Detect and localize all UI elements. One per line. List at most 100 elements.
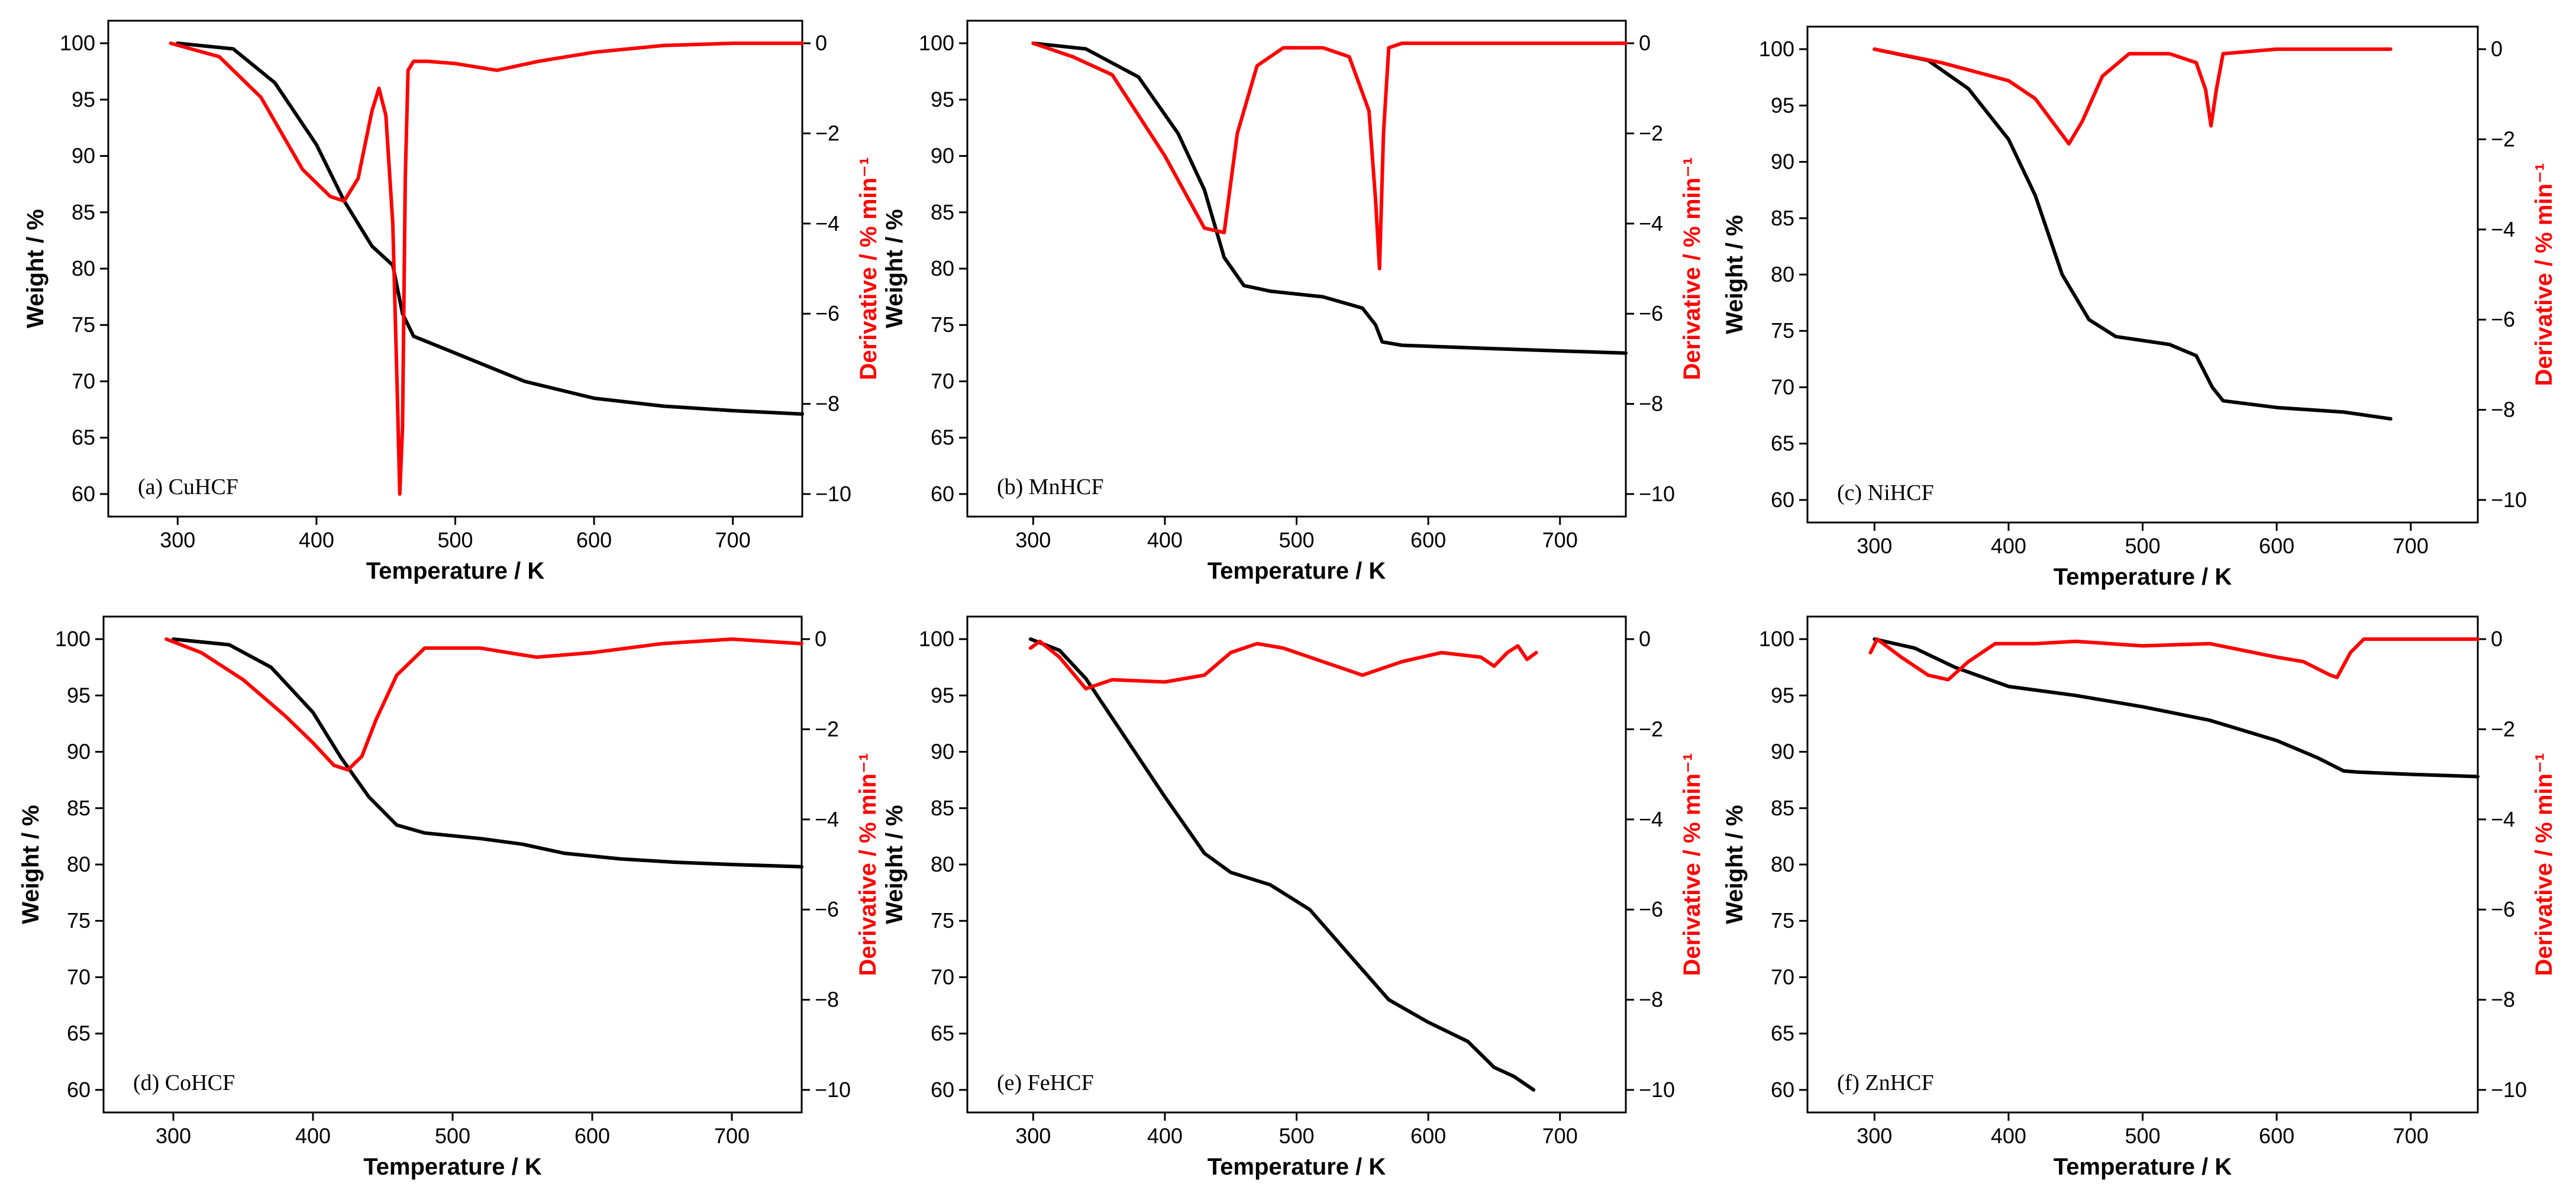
x-tick-label: 400: [295, 1124, 331, 1148]
x-tick-label: 500: [435, 1124, 470, 1148]
y-tick-label: 70: [931, 369, 954, 393]
y-tick-label: 90: [72, 144, 95, 168]
y-tick-label: 90: [1771, 150, 1794, 174]
y2-tick-label: −6: [815, 301, 840, 325]
y-tick-label: 95: [931, 87, 954, 111]
panel-c: 300 400 500 600 700 60 65 70 75 80 85 90 95 100 −10 −8 −…: [1722, 25, 2557, 590]
y-tick-label: 60: [72, 482, 95, 506]
y-tick-label: 65: [1771, 1021, 1794, 1046]
y-tick-label: 100: [919, 627, 954, 651]
plot-frame: [1806, 25, 2479, 524]
y-tick-label: 95: [931, 683, 954, 707]
x-tick-label: 300: [1857, 534, 1892, 558]
x-tick-label: 600: [1410, 1124, 1446, 1148]
weight-series-line: [1028, 637, 1536, 1092]
x-tick-label: 500: [1279, 528, 1314, 552]
y-tick-label: 85: [72, 200, 95, 224]
x-tick-label: 700: [1542, 528, 1578, 552]
y-tick-label: 80: [67, 852, 91, 876]
y2-tick-label: −4: [815, 807, 839, 831]
panel-d: 300 400 500 600 700 60 65 70 75 80 85 90 95 100 −10 −8 −…: [18, 615, 881, 1180]
x-tick-label: 400: [1991, 1124, 2026, 1148]
y-axis-title: Weight / %: [882, 805, 908, 924]
y2-tick-label: −8: [2491, 988, 2515, 1012]
y2-axis-title: Derivative / % min⁻¹: [1679, 157, 1705, 380]
y-tick-label: 65: [67, 1021, 91, 1046]
weight-series-line: [1873, 637, 2480, 779]
x-axis-title: Temperature / K: [2054, 564, 2232, 590]
y2-axis-title: Derivative / % min⁻¹: [2531, 163, 2557, 386]
x-tick-label: 300: [1857, 1124, 1892, 1148]
y-tick-label: 80: [931, 852, 954, 876]
x-tick-label: 400: [1147, 1124, 1183, 1148]
x-tick-label: 300: [1015, 1124, 1051, 1148]
y-tick-label: 100: [55, 627, 91, 651]
y-tick-label: 70: [1771, 375, 1794, 399]
y-tick-label: 80: [1771, 852, 1794, 876]
plot-frame: [1806, 615, 2479, 1114]
y2-tick-label: −10: [815, 482, 851, 506]
y-axis-title: Weight / %: [18, 805, 44, 924]
x-tick-label: 600: [2259, 534, 2294, 558]
y-tick-label: 80: [72, 256, 95, 280]
panel-a: 300 400 500 600 700 60 65 70 75 80 85 90 95 100 −10 −8 −…: [22, 20, 882, 584]
plot-frame: [107, 20, 803, 518]
x-tick-label: 700: [2393, 1124, 2429, 1148]
y-tick-label: 90: [931, 144, 954, 168]
x-tick-label: 500: [2125, 1124, 2160, 1148]
x-axis-title: Temperature / K: [1208, 558, 1386, 584]
y2-tick-label: 0: [815, 627, 827, 651]
x-tick-label: 500: [437, 528, 473, 552]
y-tick-label: 100: [60, 31, 95, 55]
y2-tick-label: −10: [2491, 488, 2527, 512]
y2-tick-label: −8: [2491, 398, 2515, 422]
y2-tick-label: 0: [1639, 31, 1651, 55]
derivative-series-line: [1028, 639, 1538, 691]
y2-axis-title: Derivative / % min⁻¹: [856, 157, 882, 380]
y-tick-label: 70: [72, 369, 95, 393]
y-tick-label: 85: [67, 796, 91, 820]
plot-frame: [966, 615, 1627, 1114]
panel-label: (d) CoHCF: [133, 1070, 235, 1095]
panel-label: (c) NiHCF: [1837, 480, 1934, 505]
weight-series-line: [1031, 41, 1628, 355]
y2-tick-label: −2: [815, 121, 840, 145]
y2-tick-label: −6: [1639, 301, 1663, 325]
y2-tick-label: 0: [2491, 627, 2503, 651]
y-tick-label: 60: [67, 1078, 91, 1102]
y2-tick-label: −6: [815, 897, 839, 921]
x-tick-label: 600: [1410, 528, 1446, 552]
x-tick-label: 700: [1542, 1124, 1578, 1148]
x-tick-label: 300: [160, 528, 195, 552]
y-tick-label: 75: [931, 312, 954, 337]
y2-tick-label: −2: [2491, 717, 2515, 741]
y-tick-label: 80: [931, 256, 954, 280]
y-tick-label: 90: [1771, 740, 1794, 764]
y-tick-label: 95: [67, 683, 91, 707]
y-tick-label: 100: [919, 31, 954, 55]
y2-tick-label: −4: [1639, 807, 1663, 831]
y2-tick-label: −2: [815, 717, 839, 741]
derivative-series-line: [169, 41, 804, 496]
y2-tick-label: 0: [815, 31, 827, 55]
y2-tick-label: −8: [1639, 988, 1663, 1012]
y-tick-label: 100: [1759, 627, 1794, 651]
y-tick-label: 60: [931, 482, 954, 506]
y-tick-label: 85: [931, 796, 954, 820]
y-tick-label: 70: [1771, 965, 1794, 989]
y-tick-label: 75: [72, 312, 95, 337]
y-tick-label: 60: [1771, 1078, 1794, 1102]
x-tick-label: 400: [1991, 534, 2026, 558]
y-tick-label: 65: [72, 425, 95, 450]
y-tick-label: 65: [931, 425, 954, 450]
panel-label: (b) MnHCF: [997, 475, 1104, 499]
x-tick-label: 600: [576, 528, 612, 552]
y2-tick-label: −10: [1639, 482, 1675, 506]
y2-tick-label: −10: [2491, 1078, 2527, 1102]
y-tick-label: 85: [1771, 206, 1794, 230]
x-axis-title: Temperature / K: [2054, 1154, 2232, 1180]
y2-tick-label: −4: [815, 211, 840, 236]
y-tick-label: 75: [931, 908, 954, 933]
derivative-series-line: [1873, 47, 2393, 146]
y2-tick-label: −2: [2491, 127, 2515, 151]
